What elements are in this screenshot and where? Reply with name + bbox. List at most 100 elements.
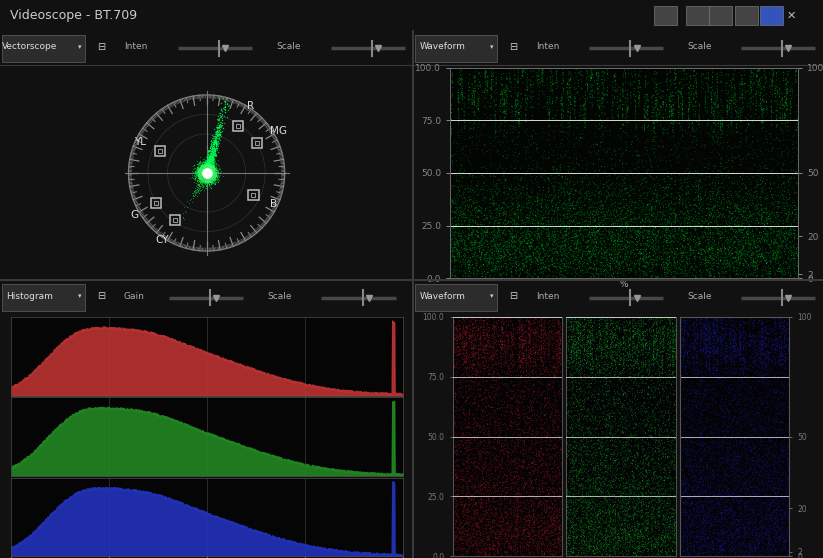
Point xyxy=(632,489,645,498)
Point xyxy=(602,489,616,498)
Point xyxy=(684,263,697,272)
Point xyxy=(494,512,507,521)
Point xyxy=(586,481,599,490)
Point xyxy=(527,524,540,533)
Point xyxy=(605,232,618,241)
Point xyxy=(780,105,793,114)
Point xyxy=(736,412,749,421)
Point xyxy=(736,502,749,511)
Point xyxy=(535,441,548,450)
Point xyxy=(737,372,751,381)
Point xyxy=(637,335,650,344)
Point xyxy=(460,329,473,338)
Point xyxy=(760,507,774,516)
Point xyxy=(657,482,670,491)
Point xyxy=(463,528,476,537)
Point xyxy=(645,264,658,273)
Point xyxy=(680,153,693,162)
Point xyxy=(198,165,212,174)
Point xyxy=(609,493,622,502)
Point xyxy=(455,218,468,227)
Point xyxy=(569,79,582,88)
Point xyxy=(471,543,484,552)
Point xyxy=(652,552,665,558)
Point xyxy=(752,200,765,209)
Point xyxy=(198,158,212,167)
Point xyxy=(621,341,635,350)
Point xyxy=(676,234,689,243)
Point xyxy=(471,381,484,389)
Point xyxy=(587,270,600,278)
Point xyxy=(521,266,534,275)
Point xyxy=(575,320,588,329)
Point xyxy=(639,181,653,190)
Point xyxy=(563,545,576,554)
Point xyxy=(514,175,528,184)
Point xyxy=(781,87,794,96)
Point xyxy=(751,180,764,189)
Point xyxy=(500,475,514,484)
Point xyxy=(777,342,790,351)
Point xyxy=(480,477,493,486)
Point xyxy=(591,538,604,547)
Point xyxy=(456,314,469,323)
Point xyxy=(743,483,756,492)
Point xyxy=(645,258,658,267)
Point xyxy=(210,139,223,148)
Point xyxy=(491,384,504,393)
Point xyxy=(773,340,786,349)
Point xyxy=(734,249,747,258)
Point xyxy=(522,545,535,554)
Point xyxy=(467,365,480,374)
Point xyxy=(640,252,653,261)
Point xyxy=(454,535,467,543)
Point xyxy=(200,171,213,180)
Point xyxy=(513,191,526,200)
Point xyxy=(668,501,681,510)
Point xyxy=(622,435,635,444)
Point xyxy=(653,254,666,263)
Point xyxy=(628,441,641,450)
Point xyxy=(494,428,507,437)
Point xyxy=(708,326,721,335)
Point xyxy=(682,495,695,504)
Point xyxy=(575,224,588,233)
Point xyxy=(762,543,775,552)
Point xyxy=(715,374,728,383)
Point xyxy=(689,387,702,396)
Point xyxy=(467,352,480,360)
Point xyxy=(505,546,518,555)
Point xyxy=(760,208,774,217)
Point xyxy=(686,249,700,258)
Point xyxy=(203,153,216,162)
Point xyxy=(448,171,461,180)
Point xyxy=(479,243,492,252)
Point xyxy=(530,229,543,238)
Point xyxy=(590,425,603,434)
Point xyxy=(690,77,703,86)
Point xyxy=(457,343,470,352)
Point xyxy=(512,355,525,364)
Point xyxy=(615,134,628,143)
Point xyxy=(193,169,206,177)
Point xyxy=(562,534,575,543)
Point xyxy=(632,214,645,223)
Point xyxy=(555,113,568,122)
Point xyxy=(205,165,218,174)
Point xyxy=(499,449,512,458)
Point xyxy=(472,247,486,256)
Point xyxy=(532,535,545,544)
Point xyxy=(728,426,741,435)
Point xyxy=(499,222,512,231)
Point xyxy=(690,176,703,185)
Point xyxy=(571,550,584,558)
Point xyxy=(637,497,650,506)
Point xyxy=(752,536,765,545)
Point xyxy=(607,343,621,352)
Point xyxy=(639,459,652,468)
Point xyxy=(524,103,537,112)
Point xyxy=(592,273,605,282)
Point xyxy=(475,536,488,545)
Point xyxy=(648,552,661,558)
Point xyxy=(719,357,732,366)
